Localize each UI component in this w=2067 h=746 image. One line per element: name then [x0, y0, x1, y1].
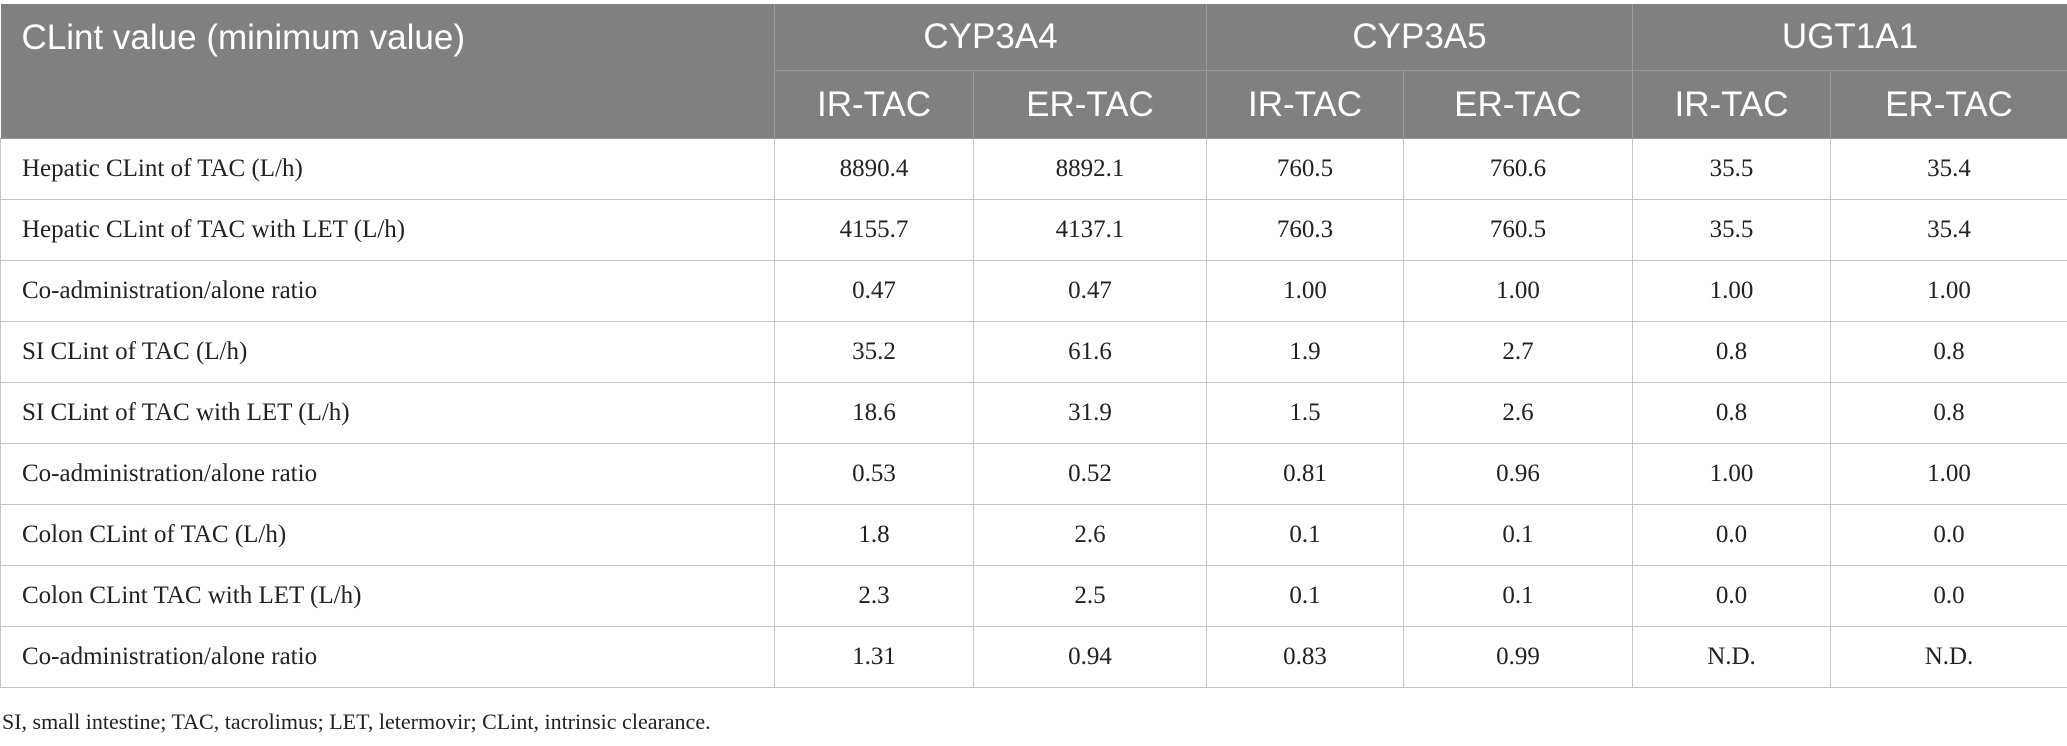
formulation-header: IR-TAC — [1632, 70, 1831, 139]
table-row: Co-administration/alone ratio 0.47 0.47 1.0… — [0, 260, 2067, 322]
enzyme-header-cyp3a4: CYP3A4 — [774, 4, 1207, 71]
row-label: Hepatic CLint of TAC with LET (L/h) — [0, 199, 775, 261]
table-cell: 760.5 — [1206, 138, 1404, 200]
formulation-header: IR-TAC — [774, 70, 974, 139]
header-row-enzymes: CLint value (minimum value) CYP3A4 CYP3A… — [0, 4, 2067, 139]
table-row: Co-administration/alone ratio 0.53 0.52 0.8… — [0, 443, 2067, 505]
table-cell: 0.47 — [774, 260, 974, 322]
table-cell: 760.5 — [1403, 199, 1633, 261]
table-row: Colon CLint TAC with LET (L/h) 2.3 2.5 0.1 0… — [0, 565, 2067, 627]
table-cell: 0.96 — [1403, 443, 1633, 505]
table-cell: N.D. — [1632, 626, 1831, 688]
table-cell: 760.6 — [1403, 138, 1633, 200]
table-cell: 0.0 — [1632, 504, 1831, 566]
table-cell: 0.52 — [973, 443, 1207, 505]
row-label: SI CLint of TAC with LET (L/h) — [0, 382, 775, 444]
formulation-header: ER-TAC — [1403, 70, 1633, 139]
table-cell: 35.4 — [1830, 138, 2067, 200]
table-cell: 0.8 — [1830, 321, 2067, 383]
table-cell: 8892.1 — [973, 138, 1207, 200]
table-body: Hepatic CLint of TAC (L/h) 8890.4 8892.1 76… — [0, 138, 2067, 688]
table-cell: 0.1 — [1206, 504, 1404, 566]
enzyme-header-cyp3a5: CYP3A5 — [1206, 4, 1633, 71]
table-cell: 61.6 — [973, 321, 1207, 383]
table-row: SI CLint of TAC with LET (L/h) 18.6 31.9 1.… — [0, 382, 2067, 444]
table-cell: 0.8 — [1632, 382, 1831, 444]
table-cell: 1.8 — [774, 504, 974, 566]
table-cell: 2.7 — [1403, 321, 1633, 383]
table-cell: 0.47 — [973, 260, 1207, 322]
header-row-formulations: IR-TAC ER-TAC IR-TAC ER-TAC IR-TAC ER-TA… — [1, 70, 2067, 139]
table-cell: 1.00 — [1206, 260, 1404, 322]
table-cell: 2.3 — [774, 565, 974, 627]
table-cell: 1.00 — [1403, 260, 1633, 322]
enzyme-header-ugt1a1: UGT1A1 — [1632, 4, 2067, 71]
table-cell: 0.0 — [1830, 504, 2067, 566]
row-label: Hepatic CLint of TAC (L/h) — [0, 138, 775, 200]
table-row: SI CLint of TAC (L/h) 35.2 61.6 1.9 2.7 0.8 0.… — [0, 321, 2067, 383]
table-cell: 0.1 — [1206, 565, 1404, 627]
table-cell: 0.0 — [1632, 565, 1831, 627]
table-cell: 0.53 — [774, 443, 974, 505]
table-cell: 1.31 — [774, 626, 974, 688]
table-cell: 0.99 — [1403, 626, 1633, 688]
row-label: SI CLint of TAC (L/h) — [0, 321, 775, 383]
row-label: Colon CLint of TAC (L/h) — [0, 504, 775, 566]
table-cell: 1.00 — [1830, 443, 2067, 505]
table-cell: 0.8 — [1830, 382, 2067, 444]
table-cell: 35.4 — [1830, 199, 2067, 261]
table-cell: 8890.4 — [774, 138, 974, 200]
table-cell: 0.94 — [973, 626, 1207, 688]
table-cell: 4137.1 — [973, 199, 1207, 261]
table-cell: 31.9 — [973, 382, 1207, 444]
table-cell: 18.6 — [774, 382, 974, 444]
table-row: Hepatic CLint of TAC (L/h) 8890.4 8892.1 76… — [0, 138, 2067, 200]
table-cell: 760.3 — [1206, 199, 1404, 261]
table-row: Colon CLint of TAC (L/h) 1.8 2.6 0.1 0.1 0.0 0… — [0, 504, 2067, 566]
table-cell: 2.5 — [973, 565, 1207, 627]
row-label: Colon CLint TAC with LET (L/h) — [0, 565, 775, 627]
row-label: Co-administration/alone ratio — [0, 626, 775, 688]
table-cell: 35.5 — [1632, 199, 1831, 261]
table-cell: 0.83 — [1206, 626, 1404, 688]
table-cell: 0.8 — [1632, 321, 1831, 383]
table-cell: 1.9 — [1206, 321, 1404, 383]
row-label: Co-administration/alone ratio — [0, 443, 775, 505]
corner-header: CLint value (minimum value) — [0, 4, 775, 139]
table-cell: 2.6 — [973, 504, 1207, 566]
table-cell: 1.00 — [1632, 443, 1831, 505]
table-cell: 0.1 — [1403, 565, 1633, 627]
table-row: Hepatic CLint of TAC with LET (L/h) 4155.… — [0, 199, 2067, 261]
table-cell: 0.81 — [1206, 443, 1404, 505]
table-cell: 1.00 — [1632, 260, 1831, 322]
formulation-header: ER-TAC — [973, 70, 1207, 139]
table-cell: 1.5 — [1206, 382, 1404, 444]
table-cell: N.D. — [1830, 626, 2067, 688]
table-cell: 35.2 — [774, 321, 974, 383]
clint-table: CLint value (minimum value) CYP3A4 CYP3A… — [0, 4, 2067, 688]
row-label: Co-administration/alone ratio — [0, 260, 775, 322]
table-cell: 1.00 — [1830, 260, 2067, 322]
table-cell: 4155.7 — [774, 199, 974, 261]
formulation-header: ER-TAC — [1830, 70, 2067, 139]
formulation-header: IR-TAC — [1206, 70, 1404, 139]
table-footnote: SI, small intestine; TAC, tacrolimus; LE… — [2, 709, 711, 734]
table-header: CLint value (minimum value) CYP3A4 CYP3A… — [0, 4, 2067, 139]
table-row: Co-administration/alone ratio 1.31 0.94 0.8… — [0, 626, 2067, 688]
table-cell: 0.0 — [1830, 565, 2067, 627]
table-cell: 0.1 — [1403, 504, 1633, 566]
table-cell: 35.5 — [1632, 138, 1831, 200]
table-cell: 2.6 — [1403, 382, 1633, 444]
